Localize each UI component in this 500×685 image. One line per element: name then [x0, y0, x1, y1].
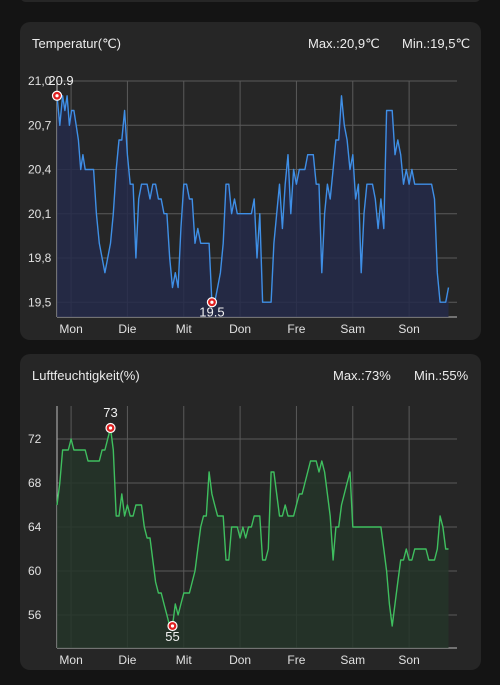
previous-card-edge [20, 0, 481, 2]
min-value-label: 19.5 [199, 304, 224, 319]
humidity-min-label: Min.:55% [414, 368, 469, 383]
humidity-title: Luftfeuchtigkeit(%) [32, 368, 140, 383]
y-tick-label: 64 [28, 520, 42, 534]
x-tick-label: Sam [340, 322, 365, 336]
temperature-max-label: Max.:20,9℃ [308, 36, 380, 51]
series-line [56, 427, 449, 627]
y-tick-label: 20,4 [28, 163, 52, 177]
temperature-chart: 19,5 19,8 20,1 20,4 20,7 21,0 Mon Die Mit Don Fre S… [28, 73, 457, 336]
x-tick-label: Don [229, 322, 251, 336]
x-tick-label: Fre [287, 322, 305, 336]
y-tick-label: 20,7 [28, 118, 52, 132]
min-marker-dot [170, 624, 175, 628]
min-value-label: 55 [165, 629, 179, 644]
max-value-label: 20.9 [48, 73, 73, 88]
x-tick-label: Mon [59, 322, 82, 336]
y-tick-label: 19,5 [28, 295, 52, 309]
series-area [57, 95, 449, 317]
y-tick-label: 21,0 [28, 74, 52, 88]
temperature-title: Temperatur(℃) [32, 36, 122, 51]
humidity-card: Luftfeuchtigkeit(%) Max.:73% Min.:55% 56… [20, 354, 481, 670]
max-value-label: 73 [103, 405, 117, 420]
x-tick-label: Son [398, 653, 419, 667]
humidity-max-label: Max.:73% [333, 368, 391, 383]
x-tick-label: Mit [176, 322, 193, 336]
x-tick-label: Die [118, 322, 136, 336]
max-marker-dot [55, 94, 59, 98]
x-tick-label: Die [118, 653, 136, 667]
temperature-card: Temperatur(℃) Max.:20,9℃ Min.:19,5℃ 19,5… [20, 22, 481, 340]
y-tick-label: 72 [28, 432, 42, 446]
x-tick-label: Son [398, 322, 419, 336]
x-tick-label: Don [229, 653, 251, 667]
series-line [56, 95, 450, 303]
x-tick-label: Mon [59, 653, 82, 667]
y-tick-label: 68 [28, 476, 42, 490]
temperature-min-label: Min.:19,5℃ [402, 36, 471, 51]
x-tick-label: Mit [176, 653, 193, 667]
y-tick-label: 19,8 [28, 251, 52, 265]
y-tick-label: 20,1 [28, 207, 52, 221]
y-tick-label: 56 [28, 608, 42, 622]
x-tick-label: Sam [340, 653, 365, 667]
y-tick-label: 60 [28, 564, 42, 578]
humidity-chart: 56 60 64 68 72 Mon Die Mit Don Fre Sam Son 73 55 [28, 405, 457, 667]
series-area [57, 428, 449, 648]
max-marker-dot [108, 426, 113, 430]
x-tick-label: Fre [287, 653, 305, 667]
min-marker-dot [210, 300, 214, 304]
